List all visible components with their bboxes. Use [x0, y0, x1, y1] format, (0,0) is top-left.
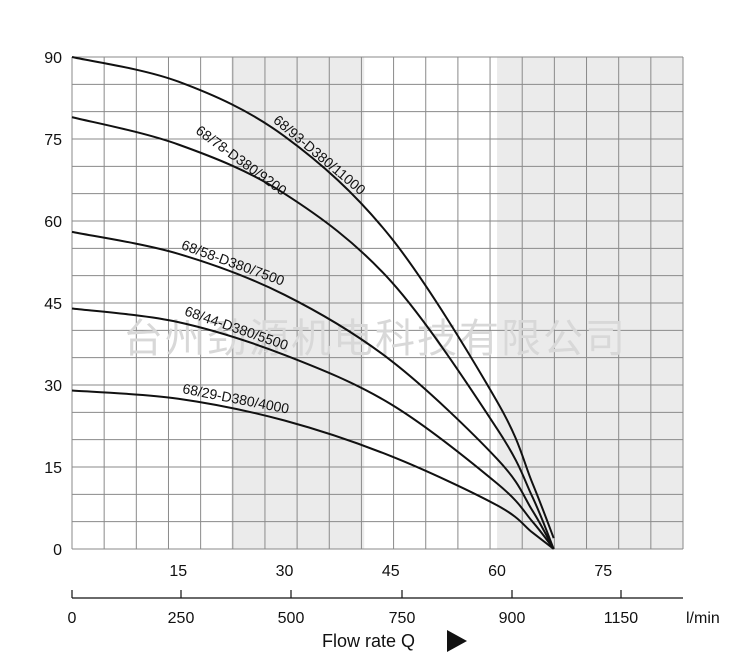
flow-axis-tick-label: 1150 [604, 610, 639, 627]
flow-axis-tick-label: 0 [68, 610, 77, 627]
y-tick-label: 0 [53, 542, 62, 559]
watermark-text: 台州劲源机电科技有限公司 [123, 316, 627, 362]
x-axis-arrow-icon [447, 630, 467, 652]
curve-68/93-D380/11000 [71, 56, 555, 539]
flow-axis-tick-label: 900 [499, 610, 526, 627]
x-tick-label-top: 15 [169, 563, 187, 580]
x-tick-label-top: 30 [276, 563, 294, 580]
flow-axis-tick-label: 250 [168, 610, 195, 627]
flow-axis-tick-label: 500 [278, 610, 305, 627]
x-tick-label-top: 75 [594, 563, 612, 580]
x-tick-label-top: 45 [382, 563, 400, 580]
curve-68/58-D380/7500 [71, 230, 555, 550]
y-tick-label: 15 [44, 460, 62, 477]
y-tick-label: 90 [44, 50, 62, 67]
curve-68/29-D380/4000 [71, 389, 555, 550]
flow-axis-unit: l/min [686, 610, 720, 627]
y-tick-label: 30 [44, 378, 62, 395]
curve-68/78-D380/9200 [71, 116, 555, 550]
y-tick-label: 75 [44, 132, 62, 149]
curve-68/44-D380/5500 [71, 307, 555, 550]
y-tick-label: 45 [44, 296, 62, 313]
flow-axis-tick-label: 750 [389, 610, 416, 627]
x-tick-label-top: 60 [488, 563, 506, 580]
grid-lines [71, 56, 684, 550]
y-tick-label: 60 [44, 214, 62, 231]
curves [71, 56, 555, 550]
x-axis-title: Flow rate Q [322, 631, 415, 651]
